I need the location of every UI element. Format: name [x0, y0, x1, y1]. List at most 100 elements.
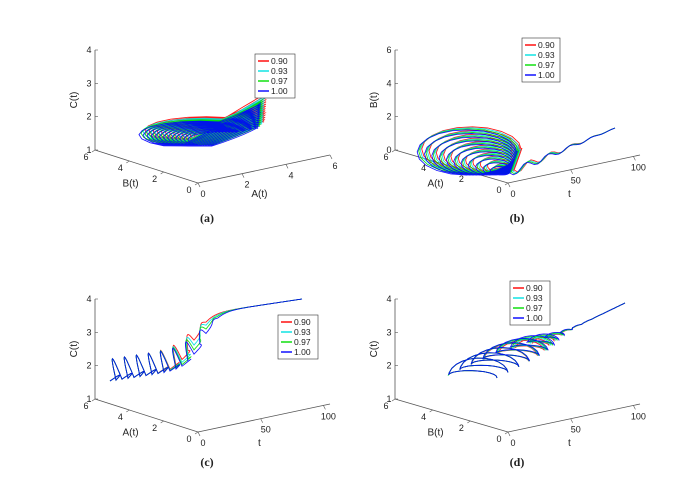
x-tick-label: 100 [631, 162, 646, 172]
z-axis-label: C(t) [69, 92, 80, 109]
y-axis-line [394, 398, 509, 433]
chart-panel-a: 024602461234A(t)B(t)C(t)(a)0.900.930.971… [69, 45, 338, 225]
x-tick-label: 0 [510, 438, 515, 448]
y-tick-label: 0 [496, 185, 501, 195]
y-tick-label: 0 [496, 434, 501, 444]
y-tick-label: 4 [421, 412, 426, 422]
x-tick-mark [260, 418, 263, 423]
y-tick-label: 2 [152, 423, 157, 433]
trajectory-0-90 [109, 298, 303, 382]
x-axis-label: A(t) [251, 189, 267, 200]
chart-panel-c: 0 50 100 0 2 4 61 2 3 4 t A(t) C(t) (c) 0.900.930.971.… [69, 294, 336, 469]
x-tick-label: 50 [261, 425, 271, 435]
legend-label-1-00: 1.00 [526, 313, 543, 323]
trajectory-1-00 [448, 302, 626, 379]
x-tick-mark [329, 154, 333, 160]
y-tick-mark [391, 149, 396, 153]
x-tick-label: 0 [200, 438, 205, 448]
trajectory-0-97 [109, 298, 303, 382]
legend-label-1-00: 1.00 [271, 86, 288, 96]
z-axis-label: C(t) [369, 341, 380, 358]
y-tick-mark [194, 431, 199, 435]
legend-label-0-90: 0.90 [538, 40, 555, 50]
y-axis-line [94, 398, 199, 433]
y-tick-mark [160, 420, 164, 424]
z-tick-label: 3 [86, 327, 91, 337]
y-tick-mark [160, 171, 164, 175]
y-tick-label: 4 [118, 163, 123, 173]
y-axis-line [394, 149, 509, 184]
z-tick-label: 2 [86, 112, 91, 122]
y-tick-mark [391, 398, 396, 402]
trajectory-0-93 [109, 298, 303, 382]
panel-caption: (a) [200, 211, 214, 225]
y-tick-label: 4 [118, 412, 123, 422]
y-tick-mark [126, 409, 130, 413]
legend-label-0-90: 0.90 [271, 56, 288, 66]
x-tick-label: 2 [244, 180, 249, 190]
z-axis-label: B(t) [369, 92, 380, 108]
z-tick-label: 4 [386, 294, 391, 304]
legend-label-0-93: 0.93 [526, 293, 543, 303]
y-tick-label: 6 [83, 401, 88, 411]
legend-label-0-97: 0.97 [294, 337, 311, 347]
chart-panel-b: 05010002460246tA(t)B(t)(b)0.900.930.971.… [369, 37, 646, 225]
x-axis-line [197, 154, 331, 184]
legend: 0.900.930.971.00 [277, 314, 319, 360]
x-axis-label: t [568, 438, 571, 449]
panel-caption: (d) [510, 455, 525, 469]
panel-caption: (c) [200, 455, 213, 469]
legend: 0.900.930.971.00 [254, 53, 296, 99]
x-tick-label: 100 [321, 411, 336, 421]
y-tick-label: 0 [186, 434, 191, 444]
y-tick-label: 6 [383, 152, 388, 162]
x-tick-label: 4 [288, 170, 293, 180]
legend: 0.900.930.971.00 [521, 37, 561, 83]
x-tick-mark [197, 431, 201, 437]
x-tick-label: 100 [631, 411, 646, 421]
trajectory-1-00 [138, 102, 262, 147]
z-tick-label: 4 [86, 45, 91, 55]
x-tick-mark [570, 418, 573, 423]
z-tick-label: 2 [386, 361, 391, 371]
chart-panel-d: 0 50 100 0 2 4 61 2 3 4 t B(t) C(t) (d) 0.900.930.971.… [369, 280, 646, 469]
legend-label-0-93: 0.93 [538, 50, 555, 60]
x-axis-line [197, 403, 331, 433]
z-tick-label: 3 [86, 78, 91, 88]
x-tick-label: 50 [571, 176, 581, 186]
z-tick-label: 6 [386, 45, 391, 55]
legend-label-0-97: 0.97 [271, 76, 288, 86]
z-tick-label: 1 [86, 394, 91, 404]
panel-caption: (b) [510, 211, 525, 225]
x-tick-label: 0 [510, 189, 515, 199]
legend-label-0-90: 0.90 [294, 317, 311, 327]
z-tick-label: 2 [86, 361, 91, 371]
z-axis-label: C(t) [69, 341, 80, 358]
y-axis-label: A(t) [122, 428, 138, 439]
z-tick-label: 2 [386, 112, 391, 122]
legend-label-0-97: 0.97 [526, 303, 543, 313]
y-tick-mark [504, 182, 509, 186]
y-tick-label: 2 [152, 174, 157, 184]
y-axis-line [94, 149, 199, 184]
z-tick-label: 4 [386, 78, 391, 88]
x-axis-line [507, 154, 641, 184]
x-tick-mark [323, 405, 326, 410]
y-axis-label: B(t) [427, 428, 443, 439]
x-tick-mark [197, 182, 201, 188]
legend-label-0-93: 0.93 [271, 66, 288, 76]
x-tick-mark [507, 182, 511, 188]
legend-label-0-93: 0.93 [294, 327, 311, 337]
y-tick-label: 6 [83, 152, 88, 162]
legend-label-0-97: 0.97 [538, 60, 555, 70]
y-tick-mark [504, 431, 509, 435]
legend-label-0-90: 0.90 [526, 283, 543, 293]
z-tick-label: 1 [386, 394, 391, 404]
trajectory-1-00 [109, 298, 303, 382]
y-axis-label: A(t) [427, 179, 443, 190]
x-tick-mark [570, 169, 573, 174]
y-tick-label: 6 [383, 401, 388, 411]
y-tick-mark [429, 409, 433, 413]
x-axis-line [507, 403, 641, 433]
